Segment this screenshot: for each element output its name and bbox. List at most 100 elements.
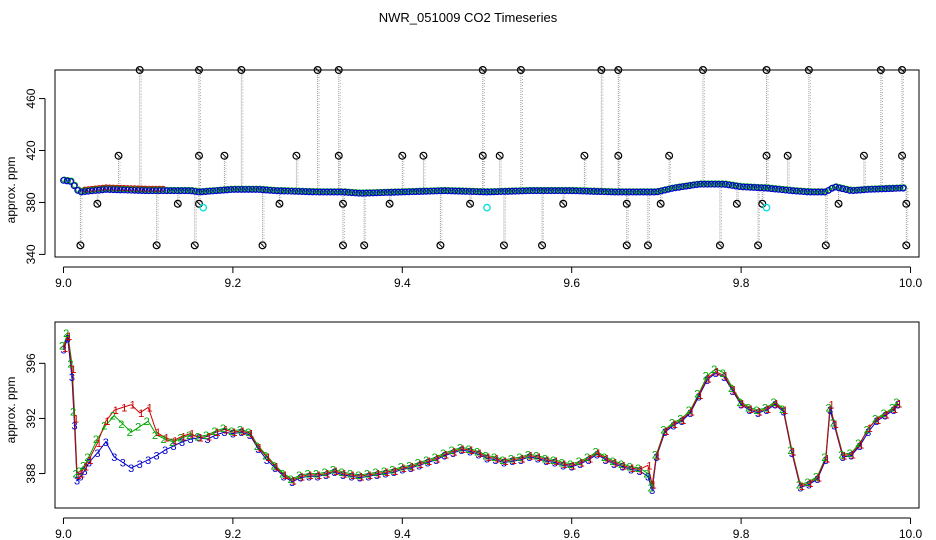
chart-title: NWR_051009 CO2 Timeseries: [379, 10, 558, 25]
series-3-marker: 3: [365, 471, 371, 483]
baseline-point-blue: [679, 183, 686, 191]
bottom-x-tick-label: 10.0: [899, 527, 923, 540]
series-1-marker: 1: [248, 429, 254, 441]
series-3-marker: 3: [416, 460, 422, 472]
baseline-point-blue: [889, 185, 896, 192]
series-1-marker: 1: [655, 451, 661, 463]
baseline-point-blue: [298, 188, 306, 195]
baseline-point-blue: [714, 180, 722, 188]
series-3-marker: 3: [653, 452, 659, 464]
series-1-marker: 1: [401, 463, 407, 475]
series-1-marker: 1: [587, 453, 593, 465]
series-2-marker: 2: [203, 430, 209, 442]
baseline-point-blue: [618, 188, 626, 196]
series-1-marker: 1: [350, 470, 356, 482]
bottom-x-tick-label: 9.8: [733, 527, 750, 540]
series-1-marker: 1: [875, 415, 881, 427]
baseline-point-blue: [70, 182, 78, 190]
series-1-marker: 1: [757, 407, 763, 419]
series-2-marker: 2: [559, 458, 565, 470]
series-1-marker: 1: [392, 466, 398, 478]
series-1-marker: 1: [824, 453, 830, 465]
baseline-point-blue: [102, 186, 110, 193]
cyan-point: [762, 203, 771, 212]
bottom-y-axis: 388 392 396: [24, 353, 46, 484]
baseline-point-blue: [885, 185, 893, 193]
baseline-point-blue: [497, 188, 505, 196]
outlier-marker-cross: [421, 153, 426, 159]
baseline-point-blue: [394, 188, 402, 196]
series-3-marker: 3: [272, 463, 278, 475]
baseline-point-blue: [579, 187, 587, 195]
series-2-marker: 2: [626, 462, 632, 474]
baseline-point-blue: [760, 184, 768, 192]
series-1-marker: 1: [375, 469, 381, 481]
outlier-marker: [902, 199, 911, 208]
bottom-x-tick-label: 9.2: [225, 527, 242, 540]
baseline-point-green: [217, 186, 224, 193]
outlier-marker-cross: [755, 242, 761, 248]
baseline-point-blue: [739, 183, 747, 191]
baseline-point-blue: [892, 185, 900, 192]
series-3-marker: 3: [755, 408, 761, 420]
series-3-marker: 3: [857, 441, 863, 453]
outlier-marker: [656, 199, 665, 208]
baseline-point-blue: [689, 181, 697, 189]
series-2-marker: 2: [711, 364, 717, 376]
series-3-marker: 3: [145, 455, 151, 467]
series-3-marker: 3: [171, 441, 177, 453]
baseline-point-blue: [768, 185, 775, 193]
baseline-point-blue: [462, 188, 469, 195]
outlier-marker-cross: [222, 153, 227, 159]
series-1-marker: 1: [341, 469, 347, 481]
series-1-marker: 1: [189, 429, 195, 441]
outlier-marker-cross: [480, 153, 486, 159]
baseline-point-blue: [220, 186, 227, 194]
outlier-marker: [478, 151, 487, 160]
baseline-point-green: [68, 177, 75, 184]
baseline-point-blue: [376, 189, 384, 197]
series-1-marker: 1: [197, 433, 203, 445]
series-1-marker: 1: [773, 398, 779, 410]
outlier-marker: [152, 241, 161, 250]
baseline-point-blue: [74, 187, 82, 194]
baseline-point-blue: [134, 187, 142, 194]
series-1-marker: 1: [274, 462, 280, 474]
outlier-marker-cross: [615, 153, 621, 159]
series-3-marker: 3: [289, 477, 295, 489]
series-1-marker: 1: [121, 402, 127, 414]
series-1-marker: 1: [680, 415, 686, 427]
baseline-point-blue: [814, 188, 822, 196]
baseline-point-blue: [736, 183, 743, 191]
outlier-marker-cross: [836, 201, 841, 207]
baseline-point-green: [694, 180, 701, 187]
baseline-point-blue: [444, 187, 452, 195]
series-3-marker: 3: [696, 391, 702, 403]
outlier-marker-cross: [501, 242, 507, 248]
baseline-point-green: [207, 187, 214, 194]
series-3-marker: 3: [475, 449, 481, 461]
series-2-marker: 2: [745, 402, 751, 414]
series-1-marker: 1: [867, 423, 873, 435]
series-3-marker: 3: [71, 420, 77, 432]
baseline-point-blue: [725, 181, 733, 189]
series-1-marker: 1: [807, 478, 813, 490]
outlier-marker: [339, 199, 348, 208]
baseline-point-blue: [551, 187, 558, 195]
baseline-point-blue: [344, 189, 352, 196]
series-2-marker: 2: [279, 469, 285, 481]
series-3-marker: 3: [111, 452, 117, 464]
series-1-marker: 1: [613, 458, 619, 470]
baseline-point-blue: [67, 178, 74, 185]
baseline-point-blue: [305, 188, 313, 196]
outlier-marker: [902, 241, 911, 250]
baseline-point-blue: [412, 188, 420, 196]
series-3-marker: 3: [213, 430, 219, 442]
baseline-point-blue: [839, 185, 846, 193]
series-2-marker: 2: [449, 445, 455, 457]
series-3-marker: 3: [69, 372, 75, 384]
baseline-point-blue: [451, 187, 459, 195]
series-2-marker: 2: [830, 418, 836, 430]
outlier-marker: [580, 151, 589, 160]
